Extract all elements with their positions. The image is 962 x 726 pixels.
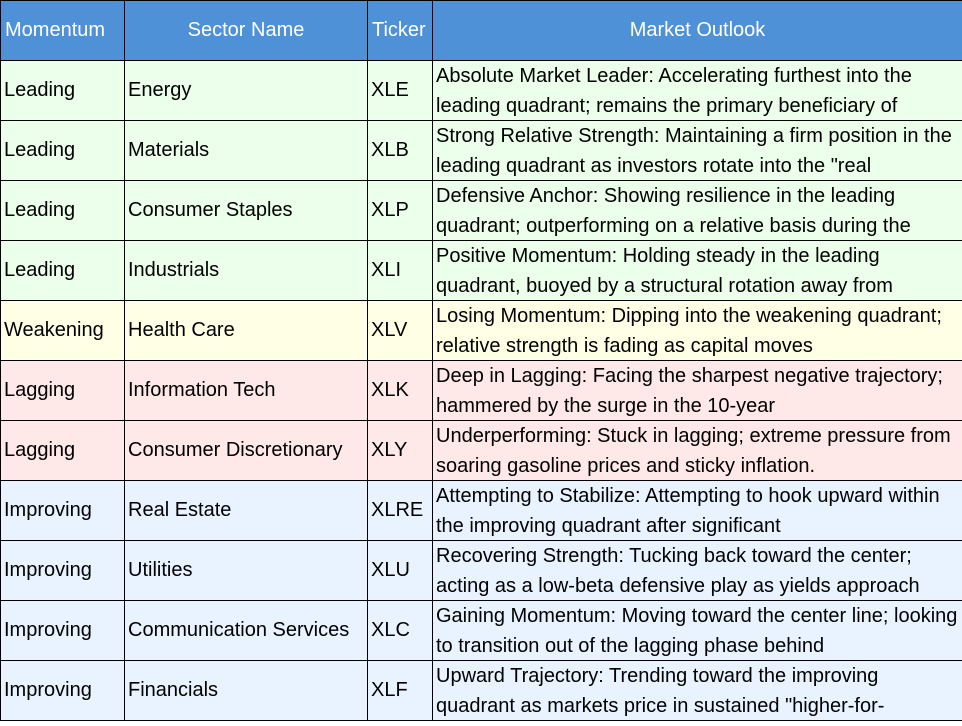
table-row: Leading Materials XLB Strong Relative Stren… [0, 120, 962, 181]
header-sector-name: Sector Name [124, 0, 368, 61]
market-outlook-text: Losing Momentum: Dipping into the weaken… [436, 305, 942, 357]
sector-name-cell: Real Estate [124, 480, 368, 541]
momentum-cell: Leading [0, 60, 125, 121]
header-row: Momentum Sector Name Ticker Market Outlo… [0, 0, 962, 61]
market-outlook-text: Absolute Market Leader: Accelerating fur… [436, 65, 912, 117]
market-outlook-cell: Underperforming: Stuck in lagging; extre… [432, 420, 962, 481]
market-outlook-cell: Absolute Market Leader: Accelerating fur… [432, 60, 962, 121]
sector-name-cell: Consumer Staples [124, 180, 368, 241]
ticker-cell: XLRE [367, 480, 433, 541]
ticker-cell: XLU [367, 540, 433, 601]
sector-name-cell: Information Tech [124, 360, 368, 421]
market-outlook-text: Positive Momentum: Holding steady in the… [436, 245, 893, 297]
ticker-cell: XLY [367, 420, 433, 481]
sector-name-cell: Materials [124, 120, 368, 181]
market-outlook-cell: Deep in Lagging: Facing the sharpest neg… [432, 360, 962, 421]
table-row: Leading Consumer Staples XLP Defensive Anch… [0, 180, 962, 241]
ticker-cell: XLC [367, 600, 433, 661]
table-row: Leading Energy XLE Absolute Market Leader: … [0, 60, 962, 121]
sector-name-cell: Consumer Discretionary [124, 420, 368, 481]
market-outlook-cell: Recovering Strength: Tucking back toward… [432, 540, 962, 601]
ticker-cell: XLK [367, 360, 433, 421]
table-row: Leading Industrials XLI Positive Momentum: … [0, 240, 962, 301]
market-outlook-cell: Strong Relative Strength: Maintaining a … [432, 120, 962, 181]
ticker-cell: XLI [367, 240, 433, 301]
momentum-cell: Improving [0, 480, 125, 541]
ticker-cell: XLF [367, 660, 433, 721]
market-outlook-text: Gaining Momentum: Moving toward the cent… [436, 605, 958, 657]
market-outlook-text: Strong Relative Strength: Maintaining a … [436, 125, 952, 177]
market-outlook-text: Deep in Lagging: Facing the sharpest neg… [436, 365, 943, 417]
table-row: Lagging Consumer Discretionary XLY Underper… [0, 420, 962, 481]
sector-name-cell: Utilities [124, 540, 368, 601]
market-outlook-cell: Gaining Momentum: Moving toward the cent… [432, 600, 962, 661]
table-row: Improving Financials XLF Upward Trajectory:… [0, 660, 962, 721]
ticker-cell: XLP [367, 180, 433, 241]
ticker-cell: XLV [367, 300, 433, 361]
momentum-cell: Lagging [0, 420, 125, 481]
market-outlook-text: Attempting to Stabilize: Attempting to h… [436, 485, 940, 537]
ticker-cell: XLB [367, 120, 433, 181]
table-row: Weakening Health Care XLV Losing Momentum: … [0, 300, 962, 361]
momentum-cell: Leading [0, 180, 125, 241]
momentum-cell: Leading [0, 120, 125, 181]
table-row: Lagging Information Tech XLK Deep in Laggin… [0, 360, 962, 421]
momentum-cell: Improving [0, 660, 125, 721]
ticker-cell: XLE [367, 60, 433, 121]
momentum-cell: Lagging [0, 360, 125, 421]
market-outlook-text: Recovering Strength: Tucking back toward… [436, 545, 920, 597]
sector-name-cell: Industrials [124, 240, 368, 301]
sector-name-cell: Communication Services [124, 600, 368, 661]
momentum-cell: Improving [0, 540, 125, 601]
momentum-cell: Improving [0, 600, 125, 661]
market-outlook-text: Underperforming: Stuck in lagging; extre… [436, 425, 951, 477]
momentum-cell: Leading [0, 240, 125, 301]
sector-name-cell: Energy [124, 60, 368, 121]
table-row: Improving Utilities XLU Recovering Strength… [0, 540, 962, 601]
table-row: Improving Communication Services XLC Gainin… [0, 600, 962, 661]
market-outlook-text: Upward Trajectory: Trending toward the i… [436, 665, 885, 717]
market-outlook-text: Defensive Anchor: Showing resilience in … [436, 185, 911, 237]
sector-name-cell: Health Care [124, 300, 368, 361]
header-market-outlook: Market Outlook [432, 0, 962, 61]
table-row: Improving Real Estate XLRE Attempting to St… [0, 480, 962, 541]
header-momentum: Momentum [0, 0, 125, 61]
market-outlook-cell: Losing Momentum: Dipping into the weaken… [432, 300, 962, 361]
header-ticker: Ticker [367, 0, 433, 61]
momentum-cell: Weakening [0, 300, 125, 361]
market-outlook-cell: Upward Trajectory: Trending toward the i… [432, 660, 962, 721]
market-outlook-cell: Positive Momentum: Holding steady in the… [432, 240, 962, 301]
market-outlook-cell: Defensive Anchor: Showing resilience in … [432, 180, 962, 241]
sector-name-cell: Financials [124, 660, 368, 721]
market-outlook-cell: Attempting to Stabilize: Attempting to h… [432, 480, 962, 541]
